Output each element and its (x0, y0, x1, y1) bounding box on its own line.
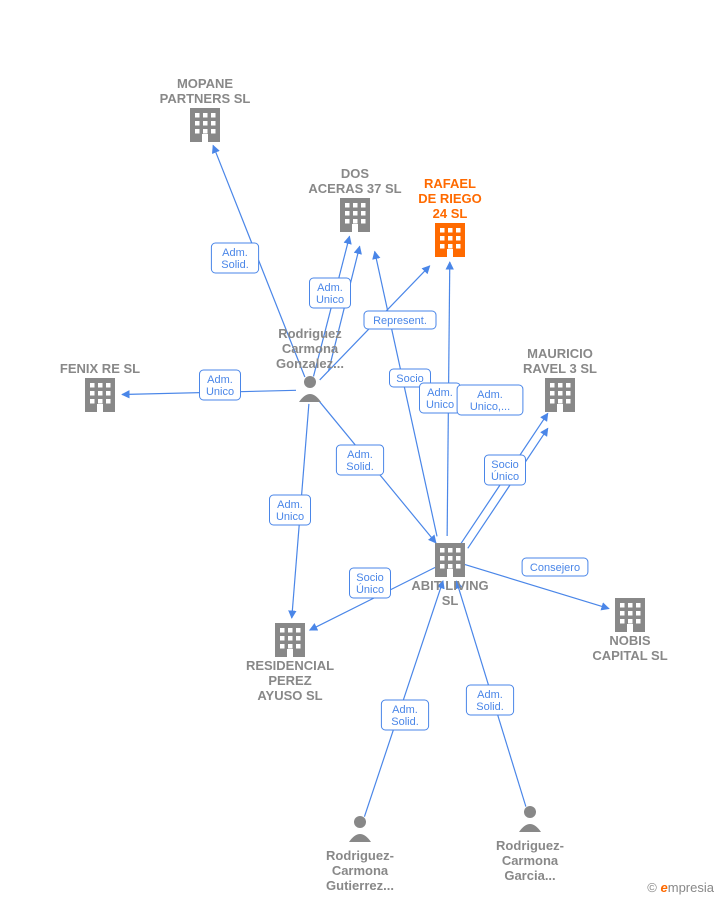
copyright-symbol: © (647, 880, 657, 895)
node-label: FENIX RE SL (60, 361, 140, 376)
edge-label-text: Adm.Unico (426, 387, 454, 411)
node-label: RodriguezCarmonaGonzalez... (276, 326, 344, 371)
node-abit[interactable]: ABIT LIVINGSL (411, 543, 488, 608)
node-fenix[interactable]: FENIX RE SL (60, 361, 140, 412)
edge-label-text: Represent. (373, 315, 427, 327)
edge-label-text: Adm.Solid. (221, 247, 249, 271)
edge-label-text: Socio (396, 373, 424, 385)
edge-label-text: Adm.Unico (316, 282, 344, 306)
node-label: MAURICIORAVEL 3 SL (523, 346, 597, 376)
edge-label-text: SocioÚnico (491, 459, 519, 483)
node-resid[interactable]: RESIDENCIALPEREZAYUSO SL (246, 623, 334, 703)
node-label: NOBISCAPITAL SL (592, 633, 667, 663)
edge-label-text: Adm.Unico (276, 499, 304, 523)
node-dos[interactable]: DOSACERAS 37 SL (308, 166, 401, 232)
node-rod_guti[interactable]: Rodriguez-CarmonaGutierrez... (326, 816, 394, 893)
node-label: RESIDENCIALPEREZAYUSO SL (246, 658, 334, 703)
node-mauricio[interactable]: MAURICIORAVEL 3 SL (523, 346, 597, 412)
node-label: Rodriguez-CarmonaGarcia... (496, 838, 564, 883)
node-label: DOSACERAS 37 SL (308, 166, 401, 196)
network-diagram: Adm.Solid. Adm.Unico Represent. Adm.Unico Ad… (0, 0, 728, 905)
node-label: ABIT LIVINGSL (411, 578, 488, 608)
edge-label-text: Adm.Solid. (346, 449, 374, 473)
edge-label-text: SocioÚnico (356, 572, 384, 596)
node-rod_garc[interactable]: Rodriguez-CarmonaGarcia... (496, 806, 564, 883)
edge-abit-mauricio (468, 428, 548, 548)
edge-rod_guti-abit (364, 581, 443, 817)
node-label: RAFAELDE RIEGO24 SL (418, 176, 482, 221)
brand-prefix: e (661, 880, 668, 895)
edge-label-text: Adm.Unico (206, 374, 234, 398)
edge-label-text: Adm.Solid. (476, 689, 504, 713)
node-mopane[interactable]: MOPANEPARTNERS SL (160, 76, 251, 142)
node-rafael[interactable]: RAFAELDE RIEGO24 SL (418, 176, 482, 257)
node-nobis[interactable]: NOBISCAPITAL SL (592, 598, 667, 663)
copyright-footer: © empresia (647, 880, 714, 895)
node-label: MOPANEPARTNERS SL (160, 76, 251, 106)
edge-label-text: Consejero (530, 562, 580, 574)
brand-rest: mpresia (668, 880, 714, 895)
edge-label-text: Adm.Solid. (391, 704, 419, 728)
node-label: Rodriguez-CarmonaGutierrez... (326, 848, 394, 893)
